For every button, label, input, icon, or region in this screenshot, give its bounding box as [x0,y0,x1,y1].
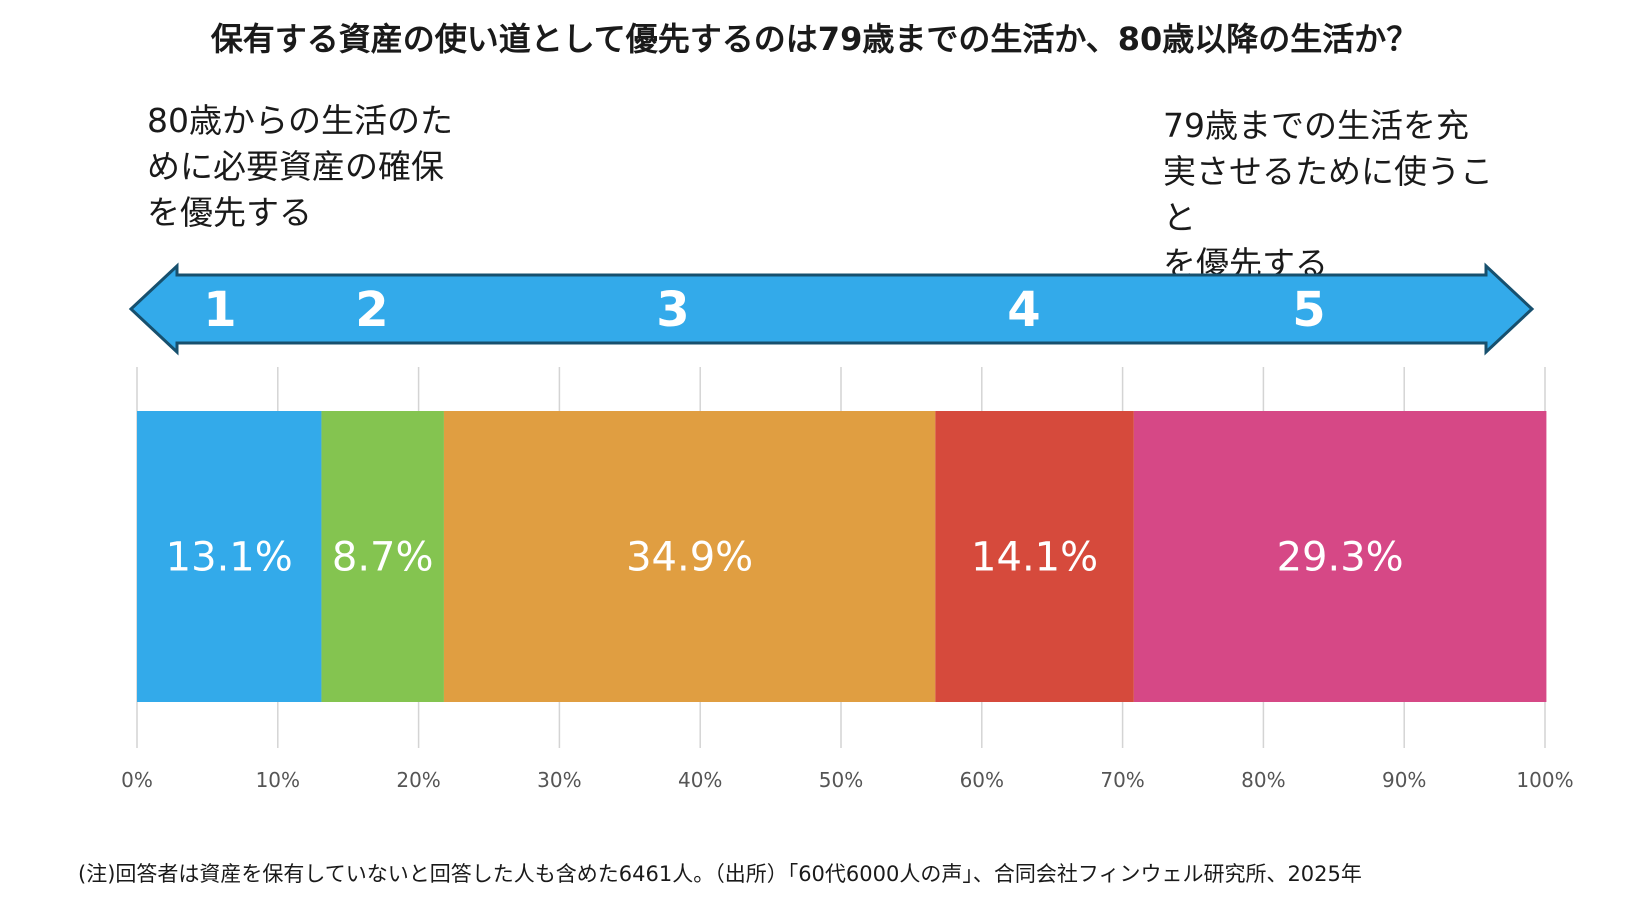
x-tick-label: 70% [1100,768,1144,792]
scale-number-5: 5 [1292,282,1325,338]
scale-arrow: 1 2 3 4 5 [128,262,1535,356]
x-tick-label: 40% [678,768,722,792]
bar-segment-2 [321,411,444,702]
x-tick-label: 80% [1241,768,1285,792]
bar-segments: 13.1% 8.7% 34.9% 14.1% 29.3% [137,411,1547,702]
x-tick-label: 50% [819,768,863,792]
x-tick-label: 0% [121,768,153,792]
scale-number-1: 1 [203,282,236,338]
x-tick-label: 30% [537,768,581,792]
bar-segment-1 [137,411,322,702]
scale-number-2: 2 [355,282,388,338]
double-arrow-shape [128,262,1535,356]
chart-title: 保有する資産の使い道として優先するのは79歳までの生活か、80歳以降の生活か？ [210,20,1419,58]
x-axis-ticks: 0% 10% 20% 30% 40% 50% 60% 70% 80% 90% 100% [121,768,1573,792]
x-tick-label: 20% [396,768,440,792]
data-label-4: 14.1% [971,535,1098,581]
x-tick-label: 60% [960,768,1004,792]
footnote: (注)回答者は資産を保有していないと回答した人も含めた6461人。（出所）「60… [78,862,1362,886]
x-tick-label: 10% [256,768,300,792]
data-label-1: 13.1% [166,535,293,581]
bar-segment-3 [443,411,936,702]
x-tick-label: 100% [1516,768,1573,792]
left-scale-label: 80歳からの生活のた めに必要資産の確保 を優先する [147,101,453,232]
bar-segment-5 [1133,411,1547,702]
scale-number-4: 4 [1007,282,1040,338]
data-label-3: 34.9% [626,535,753,581]
data-label-2: 8.7% [332,535,434,581]
bar-segment-4 [935,411,1134,702]
data-label-5: 29.3% [1277,535,1404,581]
scale-number-3: 3 [656,282,689,338]
x-tick-label: 90% [1382,768,1426,792]
